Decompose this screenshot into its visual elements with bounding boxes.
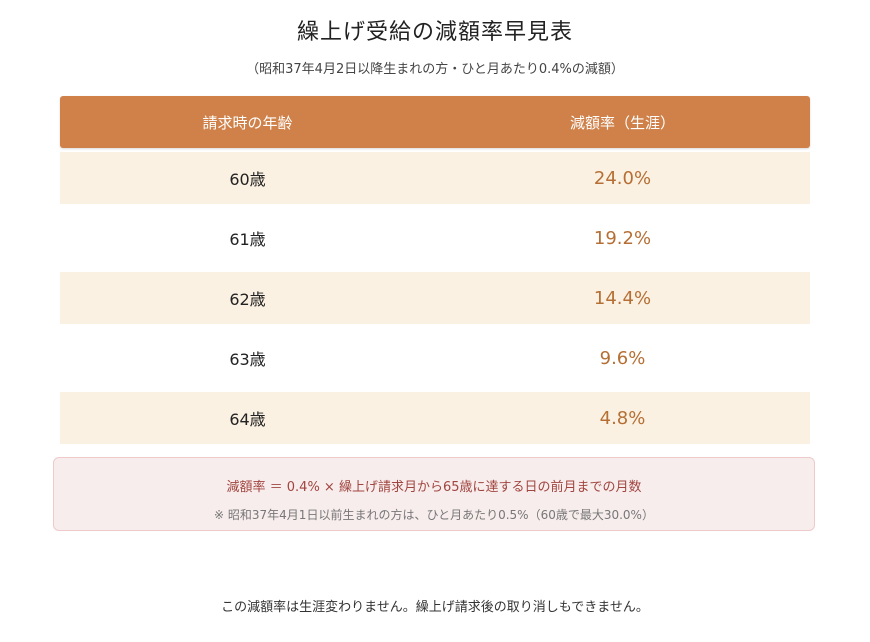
cell-age: 63歳 (229, 350, 266, 369)
page-subtitle: （昭和37年4月2日以降生まれの方・ひと月あたり0.4%の減額） (246, 62, 624, 77)
header-rate: 減額率（生涯） (569, 113, 675, 132)
reduction-rate-table: 請求時の年齢 減額率（生涯） 60歳 24.0% 61歳 19.2% 62歳 1… (60, 96, 810, 444)
cell-rate: 4.8% (599, 407, 646, 429)
cell-age: 60歳 (229, 170, 266, 189)
footer-note: この減額率は生涯変わりません。繰上げ請求後の取り消しもできません。 (221, 600, 649, 615)
table-row: 62歳 14.4% (60, 272, 810, 324)
cell-rate: 14.4% (593, 287, 652, 309)
cell-age: 62歳 (229, 290, 266, 309)
table-row: 60歳 24.0% (60, 152, 810, 204)
table-header: 請求時の年齢 減額率（生涯） (60, 96, 810, 148)
formula-text: 減額率 ＝ 0.4% × 繰上げ請求月から65歳に達する日の前月までの月数 (226, 480, 642, 495)
cell-rate: 24.0% (593, 167, 652, 189)
table-row: 63歳 9.6% (60, 332, 810, 384)
formula-note-box: 減額率 ＝ 0.4% × 繰上げ請求月から65歳に達する日の前月までの月数 ※ … (53, 457, 815, 531)
header-age: 請求時の年齢 (202, 113, 293, 132)
cell-rate: 9.6% (599, 347, 646, 369)
table-row: 64歳 4.8% (60, 392, 810, 444)
cell-age: 64歳 (229, 410, 266, 429)
cell-rate: 19.2% (593, 227, 652, 249)
supplement-text: ※ 昭和37年4月1日以前生まれの方は、ひと月あたり0.5%（60歳で最大30.… (214, 508, 654, 522)
table-row: 61歳 19.2% (60, 212, 810, 264)
cell-age: 61歳 (229, 230, 266, 249)
page-title: 繰上げ受給の減額率早見表 (296, 20, 573, 45)
